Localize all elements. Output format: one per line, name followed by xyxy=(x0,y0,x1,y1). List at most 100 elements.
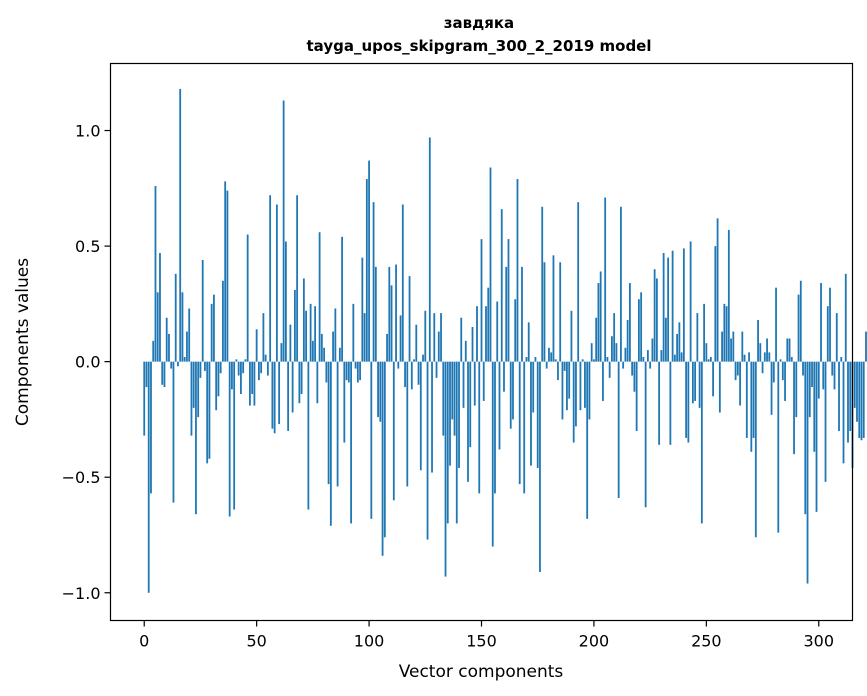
bar xyxy=(844,273,847,362)
bar xyxy=(633,361,636,392)
bar xyxy=(640,292,643,362)
bar xyxy=(388,266,391,362)
bar xyxy=(714,246,717,362)
bar xyxy=(291,361,294,413)
bar xyxy=(478,361,481,494)
bar xyxy=(473,361,476,406)
bar xyxy=(163,361,166,388)
bar xyxy=(496,301,499,362)
bar xyxy=(568,361,571,399)
bar xyxy=(370,361,373,519)
y-axis-ticks: −1.0 −0.5 0.0 0.5 1.0 xyxy=(62,122,111,603)
bar xyxy=(516,179,519,362)
bar xyxy=(235,359,238,362)
bar xyxy=(352,303,355,362)
bar xyxy=(716,218,719,362)
bar xyxy=(433,313,436,362)
bar xyxy=(602,361,604,401)
bar xyxy=(482,361,485,401)
bar xyxy=(145,361,148,388)
bar xyxy=(539,361,541,572)
bar xyxy=(770,361,773,415)
bar xyxy=(853,361,856,408)
bar xyxy=(258,361,260,381)
bar xyxy=(754,361,757,538)
bar xyxy=(662,253,665,362)
bar xyxy=(215,361,218,411)
bar xyxy=(300,361,303,395)
bar xyxy=(296,195,299,362)
bar xyxy=(664,317,667,362)
bar xyxy=(228,361,231,517)
bar xyxy=(289,324,292,362)
bar xyxy=(266,361,269,376)
bar xyxy=(655,278,658,362)
bar xyxy=(431,361,433,473)
bar xyxy=(550,352,553,362)
bar xyxy=(766,338,768,362)
bar xyxy=(260,361,263,374)
bar xyxy=(651,338,654,362)
y-axis-label: Components values xyxy=(13,258,33,426)
bar xyxy=(318,232,321,362)
bar xyxy=(341,236,343,362)
bar xyxy=(309,303,312,362)
bar xyxy=(736,361,739,376)
bar xyxy=(278,361,281,425)
bar xyxy=(147,361,150,593)
bar xyxy=(262,313,265,362)
bar xyxy=(368,160,370,362)
bar xyxy=(739,361,741,406)
bar xyxy=(723,303,726,362)
bar xyxy=(469,361,472,448)
bar xyxy=(327,361,330,485)
bar xyxy=(795,361,798,418)
bar xyxy=(775,287,777,362)
bar xyxy=(152,340,155,362)
bar xyxy=(545,361,548,369)
bar xyxy=(231,361,233,390)
bar xyxy=(451,361,454,420)
bar xyxy=(631,361,634,376)
bar xyxy=(419,361,422,471)
bar xyxy=(485,306,487,362)
bar xyxy=(824,361,827,482)
bar xyxy=(464,340,467,362)
x-axis-label: Vector components xyxy=(399,662,564,682)
bar xyxy=(487,287,490,362)
bar xyxy=(505,266,508,362)
bar xyxy=(530,361,532,466)
bar xyxy=(707,359,710,362)
bar xyxy=(471,326,474,362)
bar xyxy=(817,361,820,399)
bar xyxy=(284,241,287,362)
bar xyxy=(541,206,544,362)
bar xyxy=(763,352,766,362)
bar xyxy=(615,343,618,362)
bar xyxy=(685,361,688,438)
bar xyxy=(599,271,602,362)
bar xyxy=(251,361,254,395)
bar xyxy=(503,361,505,392)
bar xyxy=(671,250,674,362)
bar xyxy=(190,361,193,436)
bar xyxy=(781,361,784,381)
bar xyxy=(741,331,744,362)
bar xyxy=(521,266,523,362)
bar xyxy=(847,361,849,443)
bar xyxy=(233,361,236,510)
bar xyxy=(829,287,831,362)
bar xyxy=(613,313,616,362)
bar xyxy=(383,361,386,538)
bar xyxy=(489,167,492,362)
bar xyxy=(862,361,865,438)
bar xyxy=(802,361,804,376)
bar xyxy=(422,354,424,362)
bar xyxy=(217,361,220,397)
bar xyxy=(242,361,245,374)
bar xyxy=(559,262,562,362)
bar xyxy=(154,185,157,362)
bar xyxy=(620,206,622,362)
bar xyxy=(563,361,566,371)
